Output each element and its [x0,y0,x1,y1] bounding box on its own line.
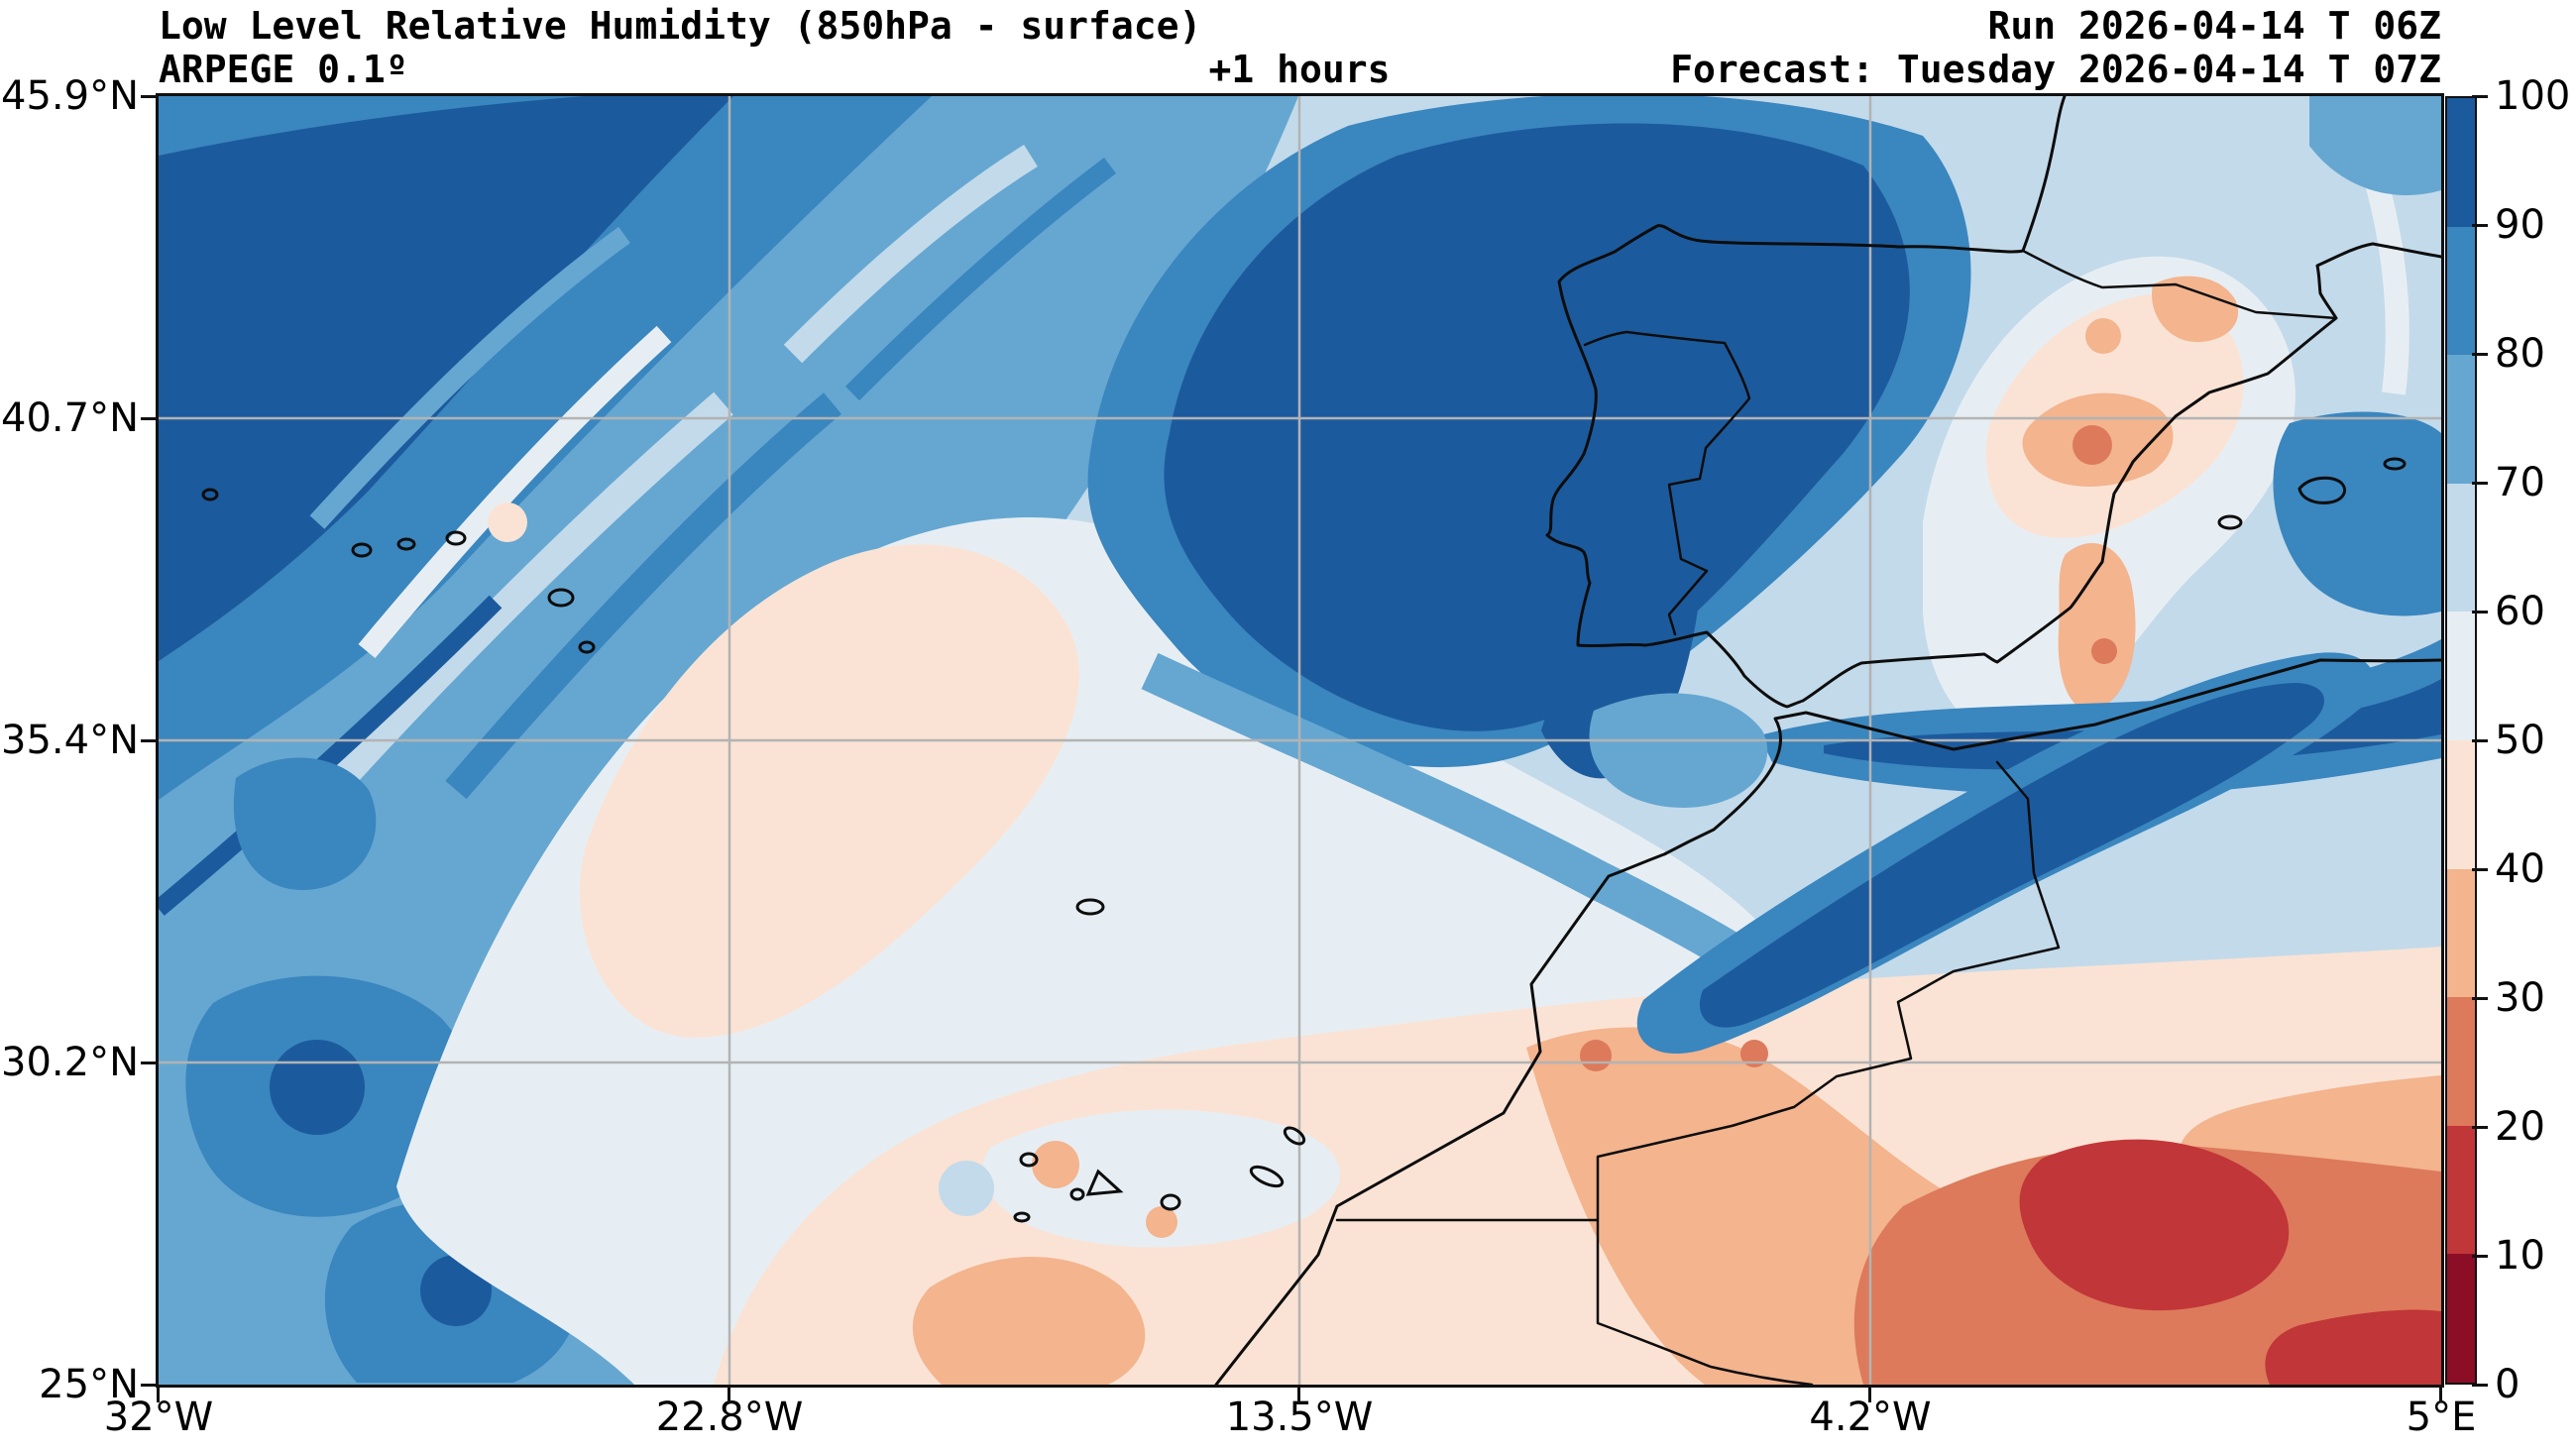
colorbar-tick-label: 100 [2495,73,2571,119]
run-time-label: Run 2026-04-14 T 06Z [1987,4,2441,48]
lat-tick-label: 25°N [39,1362,139,1407]
lon-tick-mark [728,1387,730,1402]
colorbar-segment [2447,1254,2475,1383]
colorbar-tick-label: 50 [2495,718,2545,763]
colorbar-segment [2447,226,2475,356]
colorbar-tick-mark [2472,1126,2488,1129]
country-borders [1335,249,2338,1385]
colorbar-tick-mark [2472,95,2488,98]
colorbar-tick-mark [2472,1384,2488,1387]
colorbar-tick-mark [2472,353,2488,356]
lat-tick-label: 45.9°N [1,73,139,119]
colorbar-segment [2447,739,2475,869]
humidity-map-svg [159,96,2441,1385]
lon-tick-mark [1868,1387,1871,1402]
colorbar-tick-label: 70 [2495,460,2545,505]
lat-tick-mark [141,1061,157,1064]
map-plot-area [156,93,2444,1388]
lon-tick-mark [2439,1387,2442,1402]
colorbar-tick-label: 10 [2495,1233,2545,1279]
colorbar-tick-label: 80 [2495,331,2545,377]
gridlines [159,96,2441,1385]
lat-tick-mark [141,417,157,420]
lat-tick-mark [141,739,157,742]
colorbar-tick-mark [2472,868,2488,871]
contour-field [159,96,2441,1385]
islands [201,457,2407,1223]
colorbar-tick-label: 40 [2495,846,2545,892]
colorbar-tick-mark [2472,1255,2488,1258]
lon-tick-mark [157,1387,160,1402]
colorbar-tick-mark [2472,224,2488,227]
colorbar-segment [2447,868,2475,998]
colorbar-tick-label: 30 [2495,975,2545,1021]
page-title: Low Level Relative Humidity (850hPa - su… [159,4,1202,48]
lat-tick-mark [141,95,157,98]
lat-tick-label: 35.4°N [1,718,139,763]
colorbar-tick-mark [2472,997,2488,1000]
colorbar-segment [2447,98,2475,227]
colorbar-tick-mark [2472,739,2488,742]
model-label: ARPEGE 0.1º [159,48,408,91]
colorbar-tick-label: 20 [2495,1104,2545,1150]
colorbar-tick-mark [2472,482,2488,485]
colorbar [2445,96,2477,1385]
colorbar-tick-label: 90 [2495,202,2545,248]
lat-tick-label: 30.2°N [1,1040,139,1085]
colorbar-segment [2447,355,2475,484]
lat-tick-mark [141,1384,157,1387]
colorbar-segment [2447,483,2475,613]
lon-tick-mark [1297,1387,1300,1402]
forecast-time-label: Forecast: Tuesday 2026-04-14 T 07Z [1670,48,2441,91]
colorbar-tick-label: 60 [2495,589,2545,634]
colorbar-segment [2447,612,2475,740]
coastlines [1214,96,2441,1385]
lat-tick-label: 40.7°N [1,395,139,441]
colorbar-tick-label: 0 [2495,1362,2520,1407]
colorbar-segment [2447,997,2475,1126]
colorbar-tick-mark [2472,611,2488,614]
colorbar-segment [2447,1125,2475,1255]
lead-time-label: +1 hours [1208,48,1391,91]
